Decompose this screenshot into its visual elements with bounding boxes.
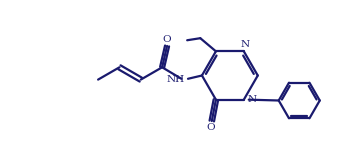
Text: O: O	[207, 123, 215, 132]
Text: NH: NH	[167, 75, 185, 84]
Text: O: O	[163, 35, 171, 44]
Text: N: N	[247, 95, 256, 104]
Text: N: N	[240, 40, 249, 49]
